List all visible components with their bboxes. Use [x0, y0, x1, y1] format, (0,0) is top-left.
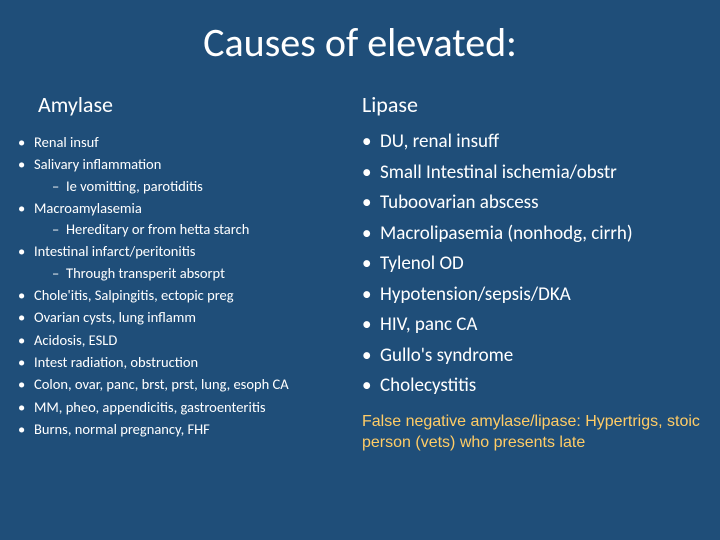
list-item: Acidosis, ESLD: [18, 330, 352, 350]
item-text: Salivary inflammation: [34, 155, 161, 173]
content-columns: Amylase Renal insuf Salivary inflammatio…: [0, 91, 720, 454]
left-column: Amylase Renal insuf Salivary inflammatio…: [18, 91, 360, 454]
amylase-list: Renal insuf Salivary inflammation Ie vom…: [18, 132, 352, 439]
list-item: Colon, ovar, panc, brst, prst, lung, eso…: [18, 374, 352, 394]
slide-title: Causes of elevated:: [0, 0, 720, 91]
sub-item: Hereditary or from hetta starch: [52, 219, 352, 239]
item-text: Macroamylasemia: [34, 199, 142, 217]
list-item: Salivary inflammation Ie vomitting, paro…: [18, 154, 352, 196]
list-item: HIV, panc CA: [360, 311, 702, 340]
item-text: Ovarian cysts, lung inflamm: [34, 308, 196, 326]
item-text: Intest radiation, obstruction: [34, 353, 198, 371]
lipase-list: DU, renal insuff Small Intestinal ischem…: [360, 128, 702, 401]
list-item: Chole'itis, Salpingitis, ectopic preg: [18, 285, 352, 305]
list-item: Tylenol OD: [360, 250, 702, 279]
item-text: MM, pheo, appendicitis, gastroenteritis: [34, 398, 266, 416]
list-item: Intest radiation, obstruction: [18, 352, 352, 372]
list-item: Gullo's syndrome: [360, 342, 702, 371]
list-item: Ovarian cysts, lung inflamm: [18, 307, 352, 327]
list-item: Burns, normal pregnancy, FHF: [18, 419, 352, 439]
list-item: MM, pheo, appendicitis, gastroenteritis: [18, 397, 352, 417]
list-item: Intestinal infarct/peritonitis Through t…: [18, 241, 352, 283]
list-item: Macrolipasemia (nonhodg, cirrh): [360, 220, 702, 249]
left-heading: Amylase: [18, 91, 352, 118]
list-item: Small Intestinal ischemia/obstr: [360, 159, 702, 188]
list-item: Macroamylasemia Hereditary or from hetta…: [18, 198, 352, 240]
right-heading: Lipase: [360, 91, 702, 118]
item-text: Acidosis, ESLD: [34, 331, 117, 349]
list-item: Hypotension/sepsis/DKA: [360, 281, 702, 310]
list-item: Renal insuf: [18, 132, 352, 152]
item-text: Colon, ovar, panc, brst, prst, lung, eso…: [34, 375, 289, 393]
footnote: False negative amylase/lipase: Hypertrig…: [360, 411, 702, 454]
item-text: Renal insuf: [34, 133, 99, 151]
right-column: Lipase DU, renal insuff Small Intestinal…: [360, 91, 702, 454]
item-text: Intestinal infarct/peritonitis: [34, 242, 195, 260]
item-text: Burns, normal pregnancy, FHF: [34, 420, 210, 438]
sub-item: Ie vomitting, parotiditis: [52, 176, 352, 196]
item-text: Chole'itis, Salpingitis, ectopic preg: [34, 286, 234, 304]
sub-item: Through transperit absorpt: [52, 263, 352, 283]
list-item: DU, renal insuff: [360, 128, 702, 157]
list-item: Tuboovarian abscess: [360, 189, 702, 218]
list-item: Cholecystitis: [360, 372, 702, 401]
